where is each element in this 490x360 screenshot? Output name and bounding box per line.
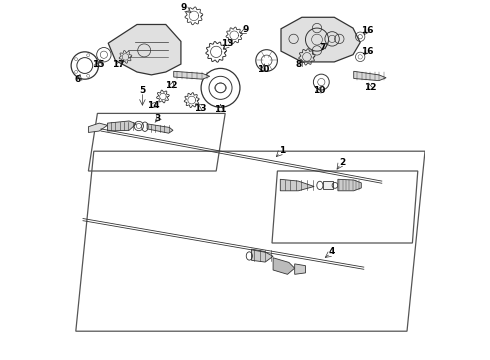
Text: 14: 14: [147, 102, 160, 111]
Text: 5: 5: [139, 86, 146, 95]
Bar: [323, 181, 333, 189]
Text: 16: 16: [361, 47, 374, 56]
Polygon shape: [354, 71, 386, 81]
Text: 15: 15: [92, 60, 104, 69]
Polygon shape: [88, 123, 107, 132]
Text: 4: 4: [329, 248, 335, 256]
Polygon shape: [294, 264, 305, 274]
Polygon shape: [281, 17, 360, 62]
Text: 1: 1: [279, 146, 285, 155]
Polygon shape: [280, 179, 314, 191]
Text: 9: 9: [243, 25, 249, 34]
Text: 3: 3: [155, 114, 161, 123]
Text: 17: 17: [112, 60, 124, 69]
Text: 12: 12: [364, 83, 376, 92]
Text: 2: 2: [339, 158, 345, 166]
Polygon shape: [273, 258, 294, 274]
Text: 16: 16: [361, 26, 374, 35]
Text: 13: 13: [221, 40, 234, 49]
Polygon shape: [251, 249, 273, 262]
Text: 10: 10: [257, 65, 269, 74]
Text: 13: 13: [194, 104, 206, 113]
Text: 9: 9: [181, 4, 187, 13]
Text: 11: 11: [214, 105, 227, 114]
Polygon shape: [338, 179, 361, 191]
Text: 8: 8: [296, 60, 302, 69]
Polygon shape: [147, 124, 173, 133]
Text: 7: 7: [319, 43, 325, 52]
Text: 12: 12: [165, 81, 177, 90]
Polygon shape: [107, 121, 136, 131]
Text: 6: 6: [74, 76, 81, 85]
Polygon shape: [108, 24, 181, 75]
Text: 10: 10: [313, 86, 325, 95]
Polygon shape: [174, 71, 210, 79]
